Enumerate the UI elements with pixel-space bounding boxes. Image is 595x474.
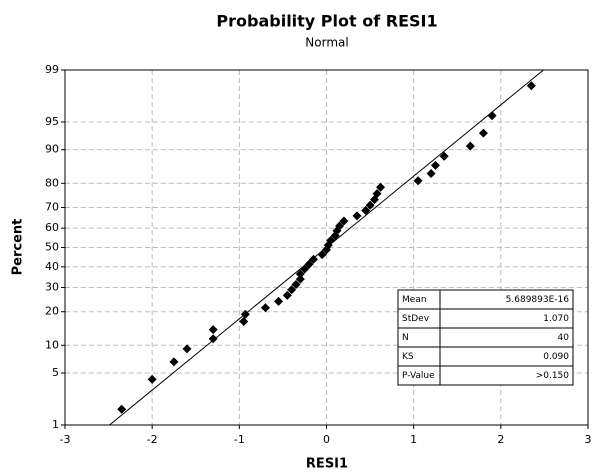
y-axis-label: Percent xyxy=(11,219,26,276)
point xyxy=(376,182,386,192)
y-tick-label: 1 xyxy=(52,418,59,431)
point xyxy=(326,235,336,245)
x-tick-label: 3 xyxy=(585,433,592,446)
point xyxy=(526,81,536,91)
y-tick-label: 40 xyxy=(45,260,59,273)
y-tick-label: 60 xyxy=(45,221,59,234)
stats-value: 5.689893E-16 xyxy=(506,295,570,305)
point xyxy=(308,254,318,264)
chart-subtitle: Normal xyxy=(305,36,348,50)
point xyxy=(439,151,449,161)
y-tick-label: 10 xyxy=(45,338,59,351)
point xyxy=(361,206,371,216)
x-tick-label: -3 xyxy=(60,433,71,446)
plot-frame xyxy=(64,69,589,426)
point xyxy=(240,309,250,319)
point xyxy=(182,344,192,354)
stats-value: 40 xyxy=(558,333,570,343)
y-tick-label: 30 xyxy=(45,281,59,294)
stats-label: P-Value xyxy=(402,371,435,381)
point xyxy=(208,334,218,344)
point xyxy=(339,216,349,226)
chart-title: Probability Plot of RESI1 xyxy=(216,12,437,31)
point xyxy=(413,176,423,186)
point xyxy=(291,279,301,289)
point xyxy=(295,269,305,279)
x-tick-label: -2 xyxy=(147,433,158,446)
y-tick-label: 99 xyxy=(45,63,59,76)
point xyxy=(117,404,127,414)
x-tick-label: 2 xyxy=(497,433,504,446)
y-tick-label: 90 xyxy=(45,143,59,156)
x-tick-label: -1 xyxy=(234,433,245,446)
stats-value: >0.150 xyxy=(536,371,570,381)
point xyxy=(317,250,327,260)
y-tick-label: 80 xyxy=(45,176,59,189)
stats-box xyxy=(397,289,574,386)
y-tick-label: 50 xyxy=(45,241,59,254)
point xyxy=(282,290,292,300)
x-tick-label: 0 xyxy=(323,433,330,446)
x-axis-label: RESI1 xyxy=(306,457,348,472)
x-tick-label: 1 xyxy=(410,433,417,446)
point xyxy=(239,317,249,327)
y-tick-label: 5 xyxy=(52,366,59,379)
point xyxy=(287,285,297,295)
point xyxy=(260,303,270,313)
stats-label: KS xyxy=(402,352,414,362)
point xyxy=(365,200,375,210)
stats-label: StDev xyxy=(402,314,430,324)
point xyxy=(304,259,314,269)
point xyxy=(169,357,179,367)
point xyxy=(274,296,284,306)
point xyxy=(430,160,440,170)
stats-label: N xyxy=(402,333,409,343)
point xyxy=(372,189,382,199)
point xyxy=(295,274,305,284)
point xyxy=(335,221,345,231)
point xyxy=(208,325,218,335)
point xyxy=(147,374,157,384)
stats-label: Mean xyxy=(402,295,427,305)
stats-value: 0.090 xyxy=(543,352,569,362)
y-tick-label: 95 xyxy=(45,115,59,128)
point xyxy=(300,264,310,274)
point xyxy=(487,111,497,121)
point xyxy=(465,141,475,151)
y-tick-label: 20 xyxy=(45,305,59,318)
y-tick-label: 70 xyxy=(45,200,59,213)
point xyxy=(426,168,436,178)
stats-value: 1.070 xyxy=(543,314,569,324)
point xyxy=(352,211,362,221)
point xyxy=(478,128,488,138)
